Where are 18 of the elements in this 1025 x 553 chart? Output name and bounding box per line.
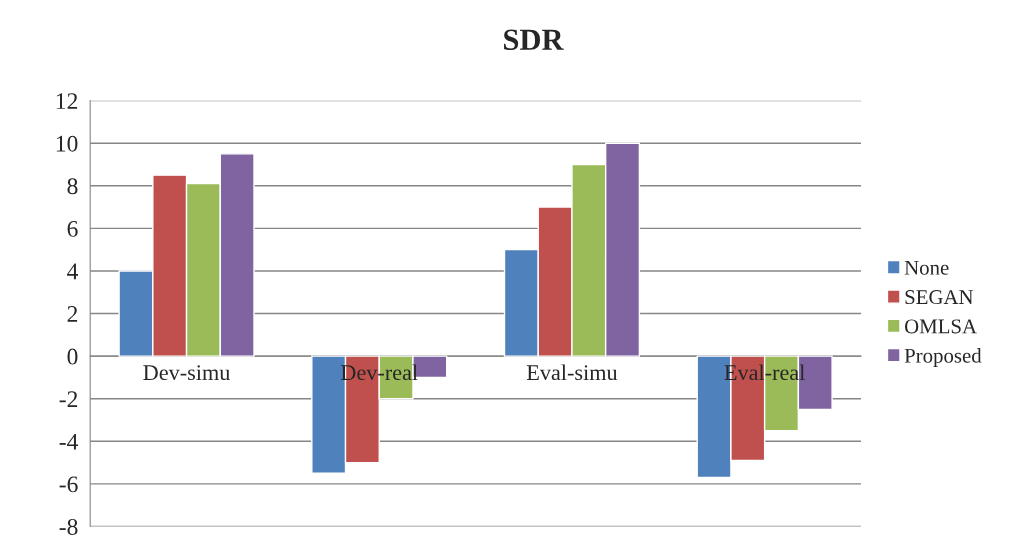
y-tick-label: 0 (67, 348, 78, 365)
y-tick-label: -8 (59, 518, 78, 535)
y-tick-label: -6 (59, 476, 78, 493)
y-tick-label: 10 (56, 135, 78, 152)
y-tick-label: -4 (59, 433, 79, 450)
y-tick-label: 4 (67, 263, 79, 280)
y-tick-label: 12 (56, 93, 78, 109)
y-tick-label: -2 (59, 391, 78, 407)
y-tick-label: 8 (67, 178, 78, 195)
legend-label: SEGAN (905, 290, 974, 305)
legend-label: OMLSA (904, 319, 977, 334)
y-tick-label: 2 (67, 306, 78, 322)
x-tick-label: Eval-simu (526, 364, 618, 381)
x-tick-label: Dev-simu (143, 365, 230, 381)
legend-label: None (904, 260, 949, 275)
y-tick-label: 6 (67, 220, 78, 237)
legend-label: Proposed (904, 348, 982, 367)
chart-title: SDR (504, 29, 564, 51)
